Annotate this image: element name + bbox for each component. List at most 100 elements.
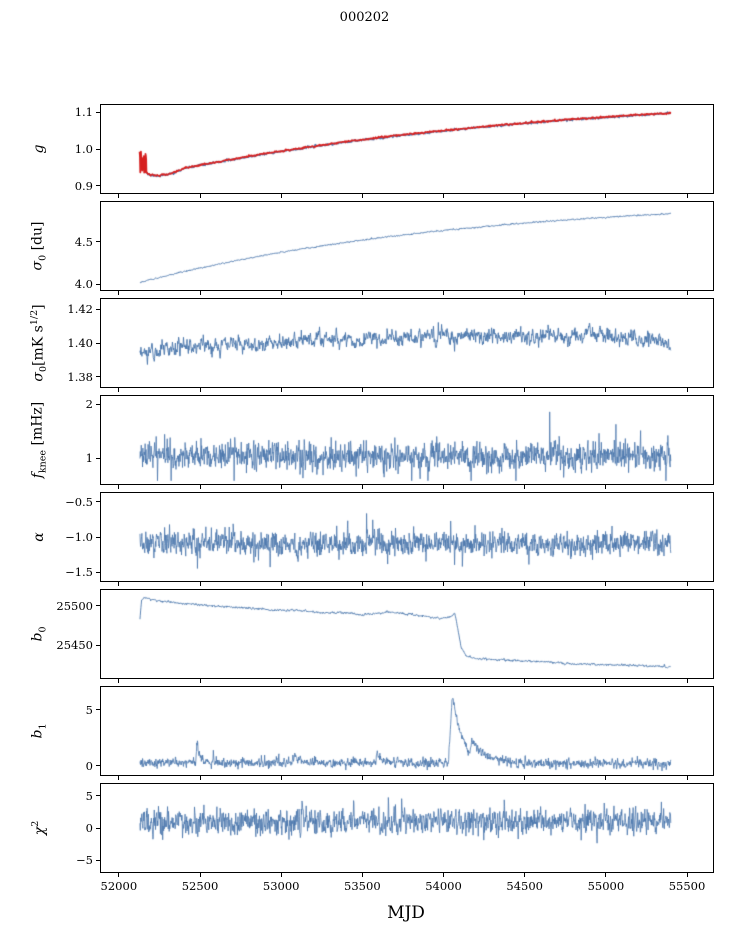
x-tick-mark: [280, 776, 282, 780]
y-tick-mark: [96, 501, 100, 503]
x-tick-mark: [280, 388, 282, 392]
x-tick-mark: [605, 388, 607, 392]
x-tick-mark: [686, 194, 688, 198]
x-tick-mark: [199, 873, 201, 877]
x-tick-mark: [686, 388, 688, 392]
y-tick-mark: [96, 148, 100, 150]
x-tick-mark: [118, 679, 120, 683]
x-tick-mark: [605, 776, 607, 780]
ylabel-units-close: ]: [30, 304, 47, 310]
y-tick-mark: [96, 185, 100, 187]
y-tick-label: 1.42: [67, 302, 93, 317]
y-tick-label: 0.9: [74, 178, 93, 193]
ylabel-text: χ: [31, 826, 48, 836]
x-tick-label: 52000: [100, 879, 138, 893]
x-tick-mark: [524, 873, 526, 877]
axes-b1: b1 0 5: [30, 686, 714, 780]
y-tick-label: 25500: [56, 598, 93, 613]
x-tick-mark: [524, 388, 526, 392]
plot-line-sigma0-du: [101, 202, 713, 290]
x-tick-mark: [361, 776, 363, 780]
subplot-fknee: fknee [mHz] 1 2: [30, 395, 714, 489]
x-tick-mark: [605, 291, 607, 295]
x-tick-mark: [443, 679, 445, 683]
y-tick-label: 4.5: [74, 234, 93, 249]
y-tick-mark: [96, 342, 100, 344]
y-tick-label: 2: [85, 397, 93, 412]
ylabel-alpha: α: [31, 532, 47, 541]
x-tick-mark: [686, 291, 688, 295]
y-tick-label: −1.0: [65, 530, 93, 544]
x-tick-mark: [605, 582, 607, 586]
axes-chi2: χ2 −5 0 5 52000 52500 53000 53500 54000 54500 550…: [30, 783, 714, 893]
y-tick-label: 25450: [56, 638, 93, 652]
x-tick-mark: [199, 679, 201, 683]
x-tick-mark: [443, 485, 445, 489]
y-tick-label: 5: [85, 788, 93, 803]
x-tick-mark: [524, 485, 526, 489]
ylabel-text: b: [29, 632, 46, 642]
x-tick-mark: [443, 873, 445, 877]
ylabel-subscript: 0: [37, 626, 49, 633]
x-tick-mark: [605, 873, 607, 877]
x-tick-mark: [605, 194, 607, 198]
axes-sigma0-du: σ0 [du] 4.0 4.5: [30, 201, 714, 295]
ylabel-units: [du]: [29, 221, 46, 255]
y-tick-label: −5: [76, 853, 93, 868]
x-tick-mark: [605, 485, 607, 489]
x-tick-mark: [118, 873, 120, 877]
x-tick-mark: [199, 388, 201, 392]
plot-line-alpha: [101, 493, 713, 581]
y-tick-mark: [96, 827, 100, 829]
x-tick-label: 54000: [425, 879, 462, 893]
ylabel-subscript: 1: [37, 723, 49, 730]
subplot-alpha: α −1.5 −1.0 −0.5: [31, 492, 714, 586]
x-tick-mark: [361, 291, 363, 295]
y-tick-label: −0.5: [65, 494, 93, 509]
y-tick-mark: [96, 859, 100, 861]
ylabel-subscript: knee: [37, 449, 49, 474]
x-tick-label: 55500: [668, 879, 706, 893]
x-tick-mark: [605, 679, 607, 683]
x-tick-mark: [686, 485, 688, 489]
y-tick-label: 1.0: [74, 142, 93, 156]
ylabel-text: α: [31, 532, 47, 542]
x-tick-mark: [280, 873, 282, 877]
x-tick-mark: [361, 582, 363, 586]
ylabel-units: [mK s: [30, 325, 47, 366]
y-tick-label: −1.5: [65, 565, 93, 580]
x-tick-mark: [361, 194, 363, 198]
x-axis-label: MJD: [387, 903, 425, 923]
x-tick-mark: [443, 291, 445, 295]
y-tick-mark: [96, 403, 100, 405]
x-tick-mark: [524, 679, 526, 683]
x-tick-label: 53000: [262, 879, 300, 893]
x-tick-mark: [118, 485, 120, 489]
plot-line-g: [101, 105, 713, 193]
x-tick-mark: [361, 485, 363, 489]
y-tick-mark: [96, 376, 100, 378]
plot-line-fknee: [101, 396, 713, 484]
x-tick-mark: [443, 776, 445, 780]
ylabel-g: g: [31, 145, 47, 154]
y-tick-mark: [96, 457, 100, 459]
ylabel-text: g: [31, 144, 47, 154]
x-tick-mark: [361, 388, 363, 392]
ylabel-text: σ: [29, 260, 46, 271]
x-tick-mark: [118, 194, 120, 198]
ylabel-text: f: [29, 473, 46, 479]
axes-sigma0-mk: σ0[mK s1/2] 1.38 1.40 1.42: [29, 298, 714, 392]
y-tick-label: 1.1: [74, 105, 93, 120]
plot-line-b0: [101, 590, 713, 678]
x-tick-label: 53500: [344, 879, 381, 893]
ylabel-units: [mHz]: [29, 401, 46, 450]
y-tick-mark: [96, 111, 100, 113]
y-tick-mark: [96, 644, 100, 646]
x-tick-mark: [686, 582, 688, 586]
plot-line-sigma0-mk: [101, 299, 713, 387]
y-tick-mark: [96, 308, 100, 310]
axes-alpha: α −1.5 −1.0 −0.5: [31, 492, 714, 586]
y-tick-mark: [96, 241, 100, 243]
plot-line-chi2: [101, 784, 713, 872]
subplot-b1: b1 0 5: [30, 686, 714, 780]
